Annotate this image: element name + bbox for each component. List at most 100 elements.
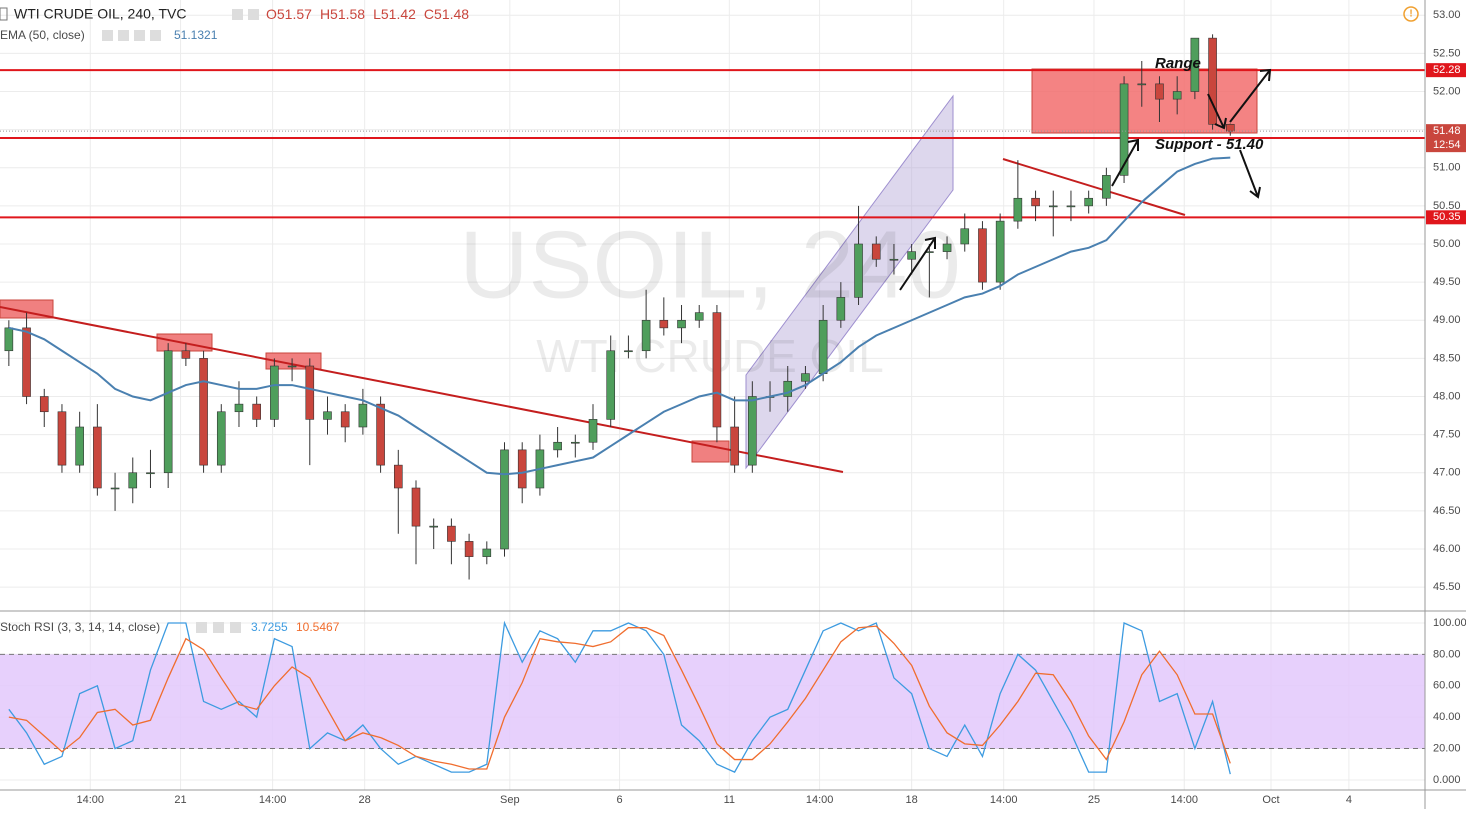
candle-body (323, 411, 332, 420)
series-line (8, 625, 1231, 770)
last-price-box (1426, 124, 1466, 153)
y-tick-label: 51.00 (1433, 162, 1461, 174)
price-pane: USOIL, 240 WTI CRUDE OIL (0, 34, 1425, 580)
ohlc-value: O51.57 (266, 6, 312, 22)
candle-body (234, 403, 244, 413)
icon[interactable] (213, 622, 224, 633)
candle-body (110, 487, 120, 490)
candle-body (1084, 197, 1093, 207)
icon[interactable] (196, 622, 207, 633)
y-tick-label: 52.00 (1433, 85, 1461, 97)
icon[interactable] (232, 9, 243, 20)
candle-body (995, 220, 1005, 283)
x-tick-label: Sep (500, 794, 520, 806)
candle-body (305, 365, 315, 420)
ohlc-value: C51.48 (424, 6, 469, 22)
icon[interactable] (230, 622, 241, 633)
annotation: Range (1155, 55, 1201, 72)
alert-icon[interactable] (1403, 6, 1419, 22)
x-tick-label: 11 (724, 794, 735, 806)
y-tick-label: 80.00 (1433, 648, 1461, 660)
candle-body (4, 327, 14, 352)
icon[interactable] (150, 30, 161, 41)
y-tick-label: 50.00 (1433, 238, 1461, 250)
icon[interactable] (118, 30, 129, 41)
candle-body (411, 487, 421, 527)
candle-body (748, 396, 757, 466)
x-tick-label: 4 (1346, 794, 1352, 806)
candle-body (1119, 83, 1129, 176)
y-tick-label: 40.00 (1433, 711, 1461, 723)
candle-body (694, 312, 704, 321)
candle-body (1102, 175, 1111, 199)
candle-body (907, 251, 916, 260)
x-tick-label: 14:00 (77, 794, 105, 806)
series-line (8, 620, 1231, 775)
y-tick-label: 50.50 (1433, 200, 1461, 212)
y-tick-label: 100.00 (1433, 617, 1466, 629)
candle-body (1155, 83, 1164, 100)
x-tick-label: 14:00 (259, 794, 287, 806)
candle-body (854, 243, 863, 298)
candle-body (783, 380, 793, 397)
y-tick-label: 47.50 (1433, 429, 1461, 441)
y-tick-label: 48.00 (1433, 390, 1461, 402)
x-tick-label: 14:00 (990, 794, 1018, 806)
candle-body (128, 472, 138, 489)
candle-body (22, 327, 31, 397)
candle-body (75, 426, 84, 466)
candle-body (1031, 197, 1040, 207)
candle-body (1066, 205, 1076, 208)
candle-body (1137, 83, 1147, 86)
candle-body (500, 449, 509, 550)
x-tick-label: 6 (617, 794, 623, 806)
candle-body (376, 403, 385, 466)
indicator-value: 10.5467 (296, 620, 340, 634)
rsi-pane (0, 620, 1425, 775)
indicator-value: 51.1321 (174, 28, 218, 42)
y-tick-label: 0.000 (1433, 774, 1461, 786)
candle-body (1013, 197, 1023, 222)
candle-body (39, 396, 49, 413)
candle-body (358, 403, 368, 428)
candle-body (1208, 37, 1217, 125)
candle-body (1172, 91, 1182, 100)
watermark: USOIL, 240 (459, 211, 961, 318)
trend-line (0, 306, 844, 473)
y-tick-label: 53.00 (1433, 9, 1461, 21)
arrow (1229, 68, 1272, 123)
candle-body (588, 419, 598, 443)
y-tick-label: 45.50 (1433, 581, 1461, 593)
axes: 45.50 46.00 46.50 47.00 47.50 48.00 48.50 49.00… (77, 9, 1466, 806)
candle-body (517, 449, 527, 489)
alert-icon-mark: ! (1409, 9, 1412, 20)
x-tick-label: 18 (906, 794, 918, 806)
channel (745, 94, 954, 470)
x-tick-label: 28 (359, 794, 371, 806)
menu-icon[interactable] (0, 7, 8, 21)
candle-body (836, 297, 846, 321)
candle-body (889, 258, 899, 261)
candle-body (393, 464, 403, 489)
y-tick-label: 46.00 (1433, 543, 1461, 555)
arrow (1239, 149, 1261, 199)
drawings (0, 68, 1258, 473)
y-tick-label: 49.00 (1433, 314, 1461, 326)
icon[interactable] (248, 9, 259, 20)
icon[interactable] (102, 30, 113, 41)
candle-body (1190, 37, 1200, 92)
candle-body (659, 319, 669, 329)
ohlc-value: H51.58 (320, 6, 365, 22)
trend-line (1002, 158, 1186, 216)
candle-body (1048, 205, 1058, 208)
y-tick-label: 52.50 (1433, 47, 1461, 59)
zone-box (691, 440, 730, 463)
icon[interactable] (134, 30, 145, 41)
ema-line (8, 156, 1231, 476)
x-tick-label: 21 (174, 794, 186, 806)
level-label-box (1426, 63, 1466, 78)
candle-body (942, 243, 952, 252)
ohlc-value: L51.42 (373, 6, 416, 22)
candle-body (270, 365, 279, 420)
candle-body (146, 472, 155, 475)
